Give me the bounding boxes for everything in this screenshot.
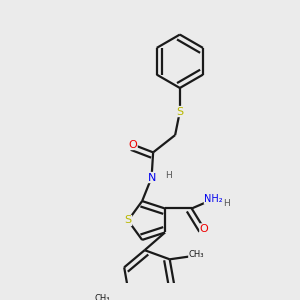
Text: O: O — [128, 140, 137, 149]
Text: H: H — [166, 171, 172, 180]
Text: S: S — [124, 215, 132, 226]
Text: S: S — [176, 106, 183, 116]
Text: O: O — [200, 224, 208, 234]
Text: N: N — [147, 172, 156, 182]
Text: NH₂: NH₂ — [204, 194, 223, 204]
Text: CH₃: CH₃ — [189, 250, 204, 259]
Text: CH₃: CH₃ — [94, 294, 110, 300]
Text: H: H — [223, 199, 230, 208]
